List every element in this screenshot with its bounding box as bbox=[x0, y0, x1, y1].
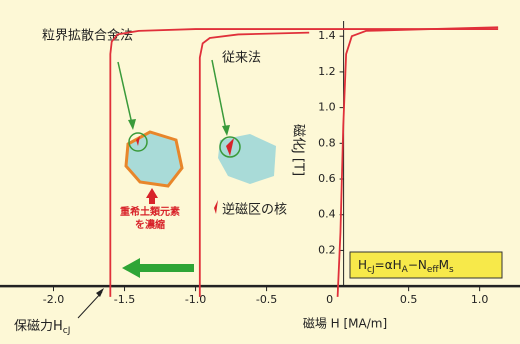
y-tick-label: 0.8 bbox=[318, 136, 336, 149]
x-tick-label: 0.5 bbox=[400, 293, 418, 306]
x-tick-label: 1.0 bbox=[471, 293, 489, 306]
y-tick-label: 1.4 bbox=[318, 29, 336, 42]
x-tick-label: -2.0 bbox=[43, 293, 64, 306]
x-tick-label: -1.5 bbox=[114, 293, 135, 306]
page: {"chart_data": {"type": "line", "xlim": … bbox=[0, 0, 520, 344]
x-tick-label: -1.0 bbox=[185, 293, 206, 306]
x-tick-label: -0.5 bbox=[256, 293, 277, 306]
y-tick-label: 0.2 bbox=[318, 243, 336, 256]
label-enrich: を濃縮 bbox=[135, 218, 165, 231]
y-tick-label: 0.4 bbox=[318, 208, 336, 221]
label-diffusion: 粒界拡散合金法 bbox=[42, 28, 133, 44]
y-tick-label: 0.6 bbox=[318, 172, 336, 185]
label-nucleus: 逆磁区の核 bbox=[222, 202, 287, 218]
coercivity-label: 保磁力HcJ bbox=[14, 319, 70, 336]
x-tick-label: 0 bbox=[326, 293, 333, 306]
y-tick-label: 1.0 bbox=[318, 101, 336, 114]
y-tick-label: 1.2 bbox=[318, 65, 336, 78]
x-axis-label: 磁場 H [MA/m] bbox=[303, 316, 387, 331]
y-axis-label: 磁化J [T] bbox=[291, 124, 306, 176]
label-conventional: 従来法 bbox=[222, 51, 261, 66]
label-enrich: 重希土類元素 bbox=[120, 205, 180, 218]
chart: 粒界拡散合金法 従来法 逆磁区の核 重希土類元素 を濃縮 磁化J [T] 磁場 … bbox=[0, 0, 520, 344]
